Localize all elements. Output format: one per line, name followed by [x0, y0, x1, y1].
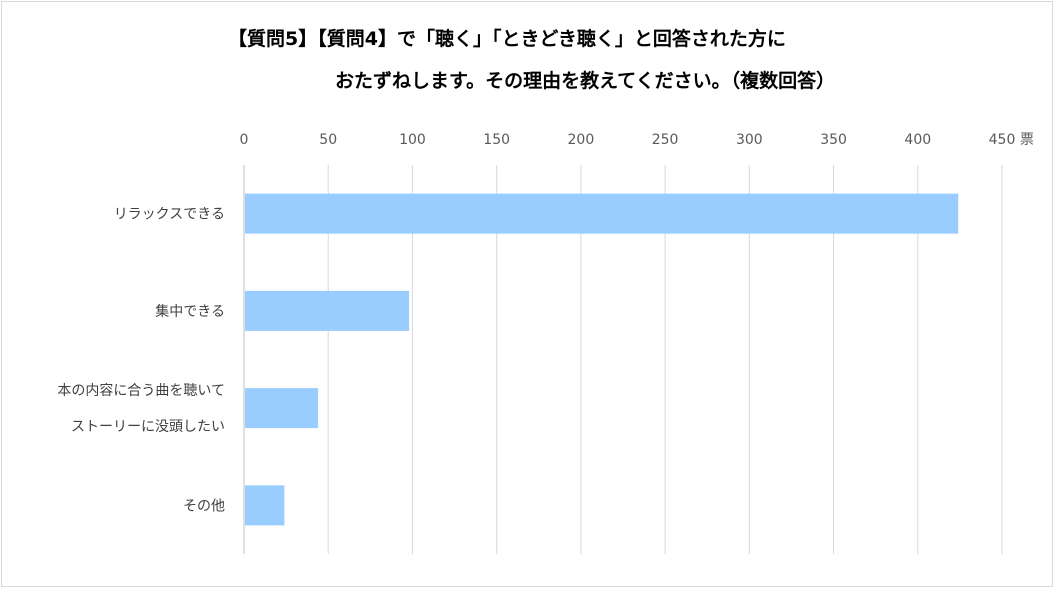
category-label: リラックスできる [114, 207, 225, 223]
category-label: その他 [183, 498, 225, 514]
x-tick-label: 150 [483, 132, 510, 148]
category-label: 本の内容に合う曲を聴いて [57, 382, 225, 399]
x-tick-label: 300 [736, 132, 763, 148]
x-tick-label: 100 [399, 132, 426, 148]
bar [245, 193, 959, 234]
chart-title-line-2: おたずねします。その理由を教えてください。（複数回答） [335, 70, 836, 92]
x-unit-label: 票 [1020, 132, 1034, 148]
x-tick-label: 250 [652, 132, 679, 148]
chart-title-line-1: 【質問5】【質問4】で「聴く」「ときどき聴く」と回答された方に [228, 28, 786, 50]
x-tick-label: 50 [319, 132, 337, 148]
x-tick-label: 0 [240, 132, 249, 148]
category-label: ストーリーに没頭したい [71, 419, 225, 435]
bar [245, 485, 285, 526]
category-label: 集中できる [155, 303, 225, 320]
x-tick-label: 400 [904, 132, 931, 148]
bar [245, 388, 319, 429]
x-tick-label: 350 [820, 132, 847, 148]
x-tick-label: 450 [989, 132, 1016, 148]
bar [245, 290, 410, 331]
x-tick-label: 200 [568, 132, 595, 148]
